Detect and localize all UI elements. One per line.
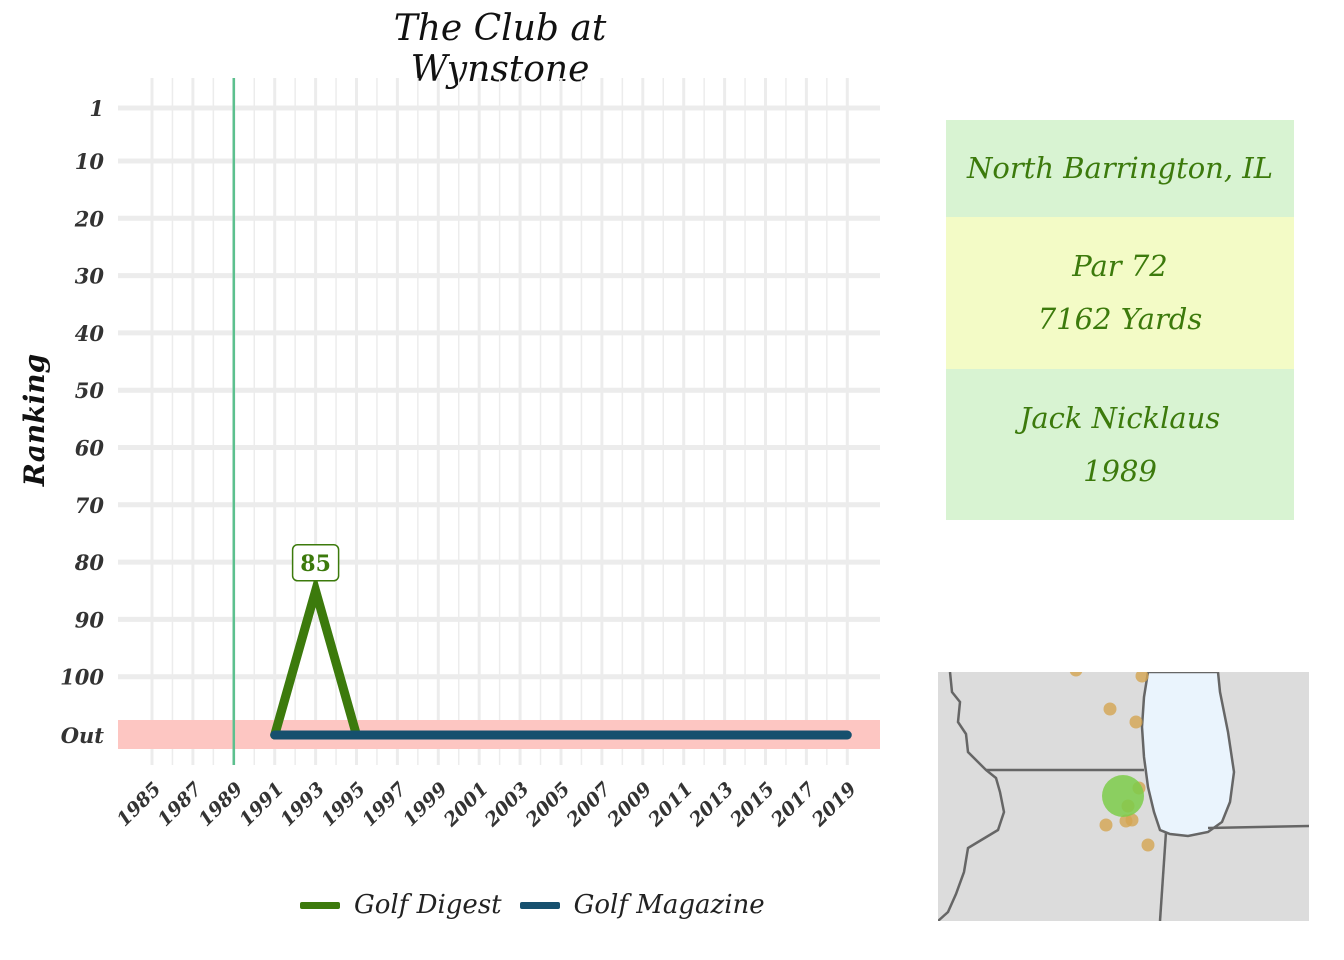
course-marker — [1103, 702, 1117, 716]
state-border-in-oh — [1158, 831, 1168, 921]
y-tick-label: 40 — [75, 321, 105, 346]
series-line-golf-digest — [270, 574, 361, 740]
course-marker — [1141, 838, 1155, 852]
y-tick-label: Out — [61, 723, 105, 748]
y-tick-label: 80 — [74, 550, 105, 575]
y-tick-label: 70 — [75, 493, 105, 518]
x-tick-label: 2019 — [807, 778, 861, 832]
legend-label-golf-digest: Golf Digest — [354, 890, 502, 920]
course-marker — [1069, 672, 1083, 677]
legend-swatch-golf-digest — [300, 901, 340, 909]
grid-lines — [118, 78, 880, 765]
legend-item-golf-magazine: Golf Magazine — [519, 890, 765, 920]
x-tick-label: 1991 — [235, 778, 288, 831]
x-tick-label: 1997 — [358, 778, 411, 831]
chart-legend: Golf Digest Golf Magazine — [300, 890, 783, 920]
data-label-box — [291, 544, 340, 582]
course-marker — [1135, 672, 1149, 683]
x-tick-label: 2003 — [480, 778, 534, 832]
course-specs-card: Par 72 7162 Yards — [946, 217, 1294, 369]
x-tick-label: 1989 — [194, 778, 247, 831]
legend-swatch-golf-magazine — [519, 901, 560, 909]
course-markers — [1069, 672, 1155, 852]
x-tick-label: 2017 — [766, 778, 820, 832]
y-tick-label: 10 — [75, 149, 105, 174]
x-tick-label: 1995 — [317, 778, 370, 831]
y-tick-label: 90 — [75, 607, 105, 632]
legend-label-golf-magazine: Golf Magazine — [573, 890, 765, 920]
course-marker — [1129, 715, 1143, 729]
location-map — [938, 672, 1309, 921]
mississippi-river — [938, 672, 1006, 921]
x-tick-label: 1999 — [399, 778, 452, 831]
par-text: Par 72 — [1072, 249, 1168, 283]
course-marker — [1125, 813, 1139, 827]
y-tick-label: 60 — [75, 436, 105, 461]
y-tick-label: 20 — [74, 206, 105, 231]
y-tick-label: 30 — [75, 264, 105, 289]
x-tick-label: 2001 — [439, 778, 493, 832]
designer-text: Jack Nicklaus — [1019, 400, 1221, 435]
x-tick-labels: 1985198719891991199319951997199920012003… — [113, 778, 861, 832]
y-axis-label: Ranking — [18, 354, 51, 487]
legend-item-golf-digest: Golf Digest — [300, 890, 502, 920]
designer-card: Jack Nicklaus 1989 — [946, 369, 1294, 520]
chart-title: The Club at Wynstone — [393, 8, 607, 90]
annotations: 85 — [291, 544, 340, 582]
x-tick-label: 1993 — [276, 778, 329, 831]
highlighted-course-marker — [1102, 775, 1144, 817]
year-opened-text: 1989 — [1083, 453, 1157, 488]
x-tick-label: 2007 — [562, 778, 616, 832]
x-tick-label: 1985 — [113, 778, 166, 831]
x-tick-label: 2013 — [684, 778, 738, 832]
data-label: 85 — [300, 551, 331, 577]
location-text: North Barrington, IL — [966, 151, 1274, 185]
x-tick-label: 2015 — [725, 778, 779, 832]
lake-michigan — [1140, 672, 1236, 838]
course-marker — [1099, 818, 1113, 832]
state-border-mi-in — [1207, 824, 1309, 830]
x-tick-label: 2009 — [603, 778, 657, 832]
location-card: North Barrington, IL — [946, 120, 1294, 217]
x-tick-label: 2005 — [521, 778, 575, 832]
x-tick-label: 1987 — [153, 778, 206, 831]
y-tick-label: 50 — [75, 378, 105, 403]
yards-text: 7162 Yards — [1037, 302, 1203, 336]
y-tick-label: 100 — [60, 665, 104, 690]
y-tick-label: 1 — [89, 96, 104, 121]
series-lines — [270, 574, 852, 740]
y-tick-labels: 1 10 20 30 40 50 60 70 80 90 100 Out — [60, 96, 104, 748]
x-tick-label: 2011 — [644, 778, 698, 832]
